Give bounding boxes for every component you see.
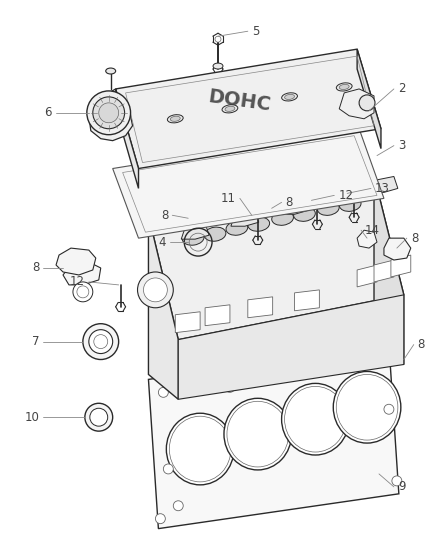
Polygon shape (332, 163, 356, 187)
Ellipse shape (339, 197, 361, 212)
Circle shape (138, 272, 173, 308)
Ellipse shape (318, 201, 339, 215)
Circle shape (384, 350, 394, 360)
Circle shape (392, 476, 402, 486)
Text: 8: 8 (418, 338, 425, 351)
Ellipse shape (336, 83, 352, 91)
Polygon shape (248, 297, 273, 318)
Text: 8: 8 (161, 209, 168, 222)
Circle shape (93, 97, 124, 129)
Ellipse shape (213, 63, 223, 69)
Polygon shape (243, 182, 267, 206)
Polygon shape (205, 305, 230, 326)
Polygon shape (178, 295, 404, 399)
Polygon shape (330, 187, 358, 203)
Polygon shape (148, 215, 178, 399)
Polygon shape (357, 230, 377, 248)
Polygon shape (384, 238, 411, 260)
Polygon shape (203, 192, 227, 216)
Polygon shape (294, 290, 319, 311)
Text: 8: 8 (286, 196, 293, 209)
Text: 7: 7 (32, 335, 39, 348)
Text: 4: 4 (159, 236, 166, 248)
Circle shape (359, 95, 375, 111)
Ellipse shape (282, 383, 349, 455)
Polygon shape (89, 89, 133, 141)
Polygon shape (281, 198, 308, 214)
Polygon shape (231, 211, 259, 226)
Polygon shape (357, 49, 381, 149)
Polygon shape (357, 265, 377, 287)
Text: 5: 5 (252, 25, 259, 38)
Circle shape (90, 408, 108, 426)
Ellipse shape (106, 68, 116, 74)
Polygon shape (391, 255, 411, 277)
Circle shape (270, 369, 279, 379)
Text: 6: 6 (45, 106, 52, 119)
Polygon shape (113, 129, 384, 238)
Ellipse shape (282, 93, 297, 101)
Circle shape (83, 324, 119, 360)
Text: 12: 12 (70, 276, 85, 288)
Ellipse shape (226, 221, 248, 235)
Circle shape (155, 514, 165, 523)
Polygon shape (370, 176, 398, 192)
Text: DOHC: DOHC (207, 87, 272, 115)
Ellipse shape (167, 115, 183, 123)
Ellipse shape (272, 211, 293, 225)
Polygon shape (175, 312, 200, 333)
Polygon shape (148, 175, 404, 340)
Ellipse shape (204, 227, 226, 241)
Polygon shape (374, 260, 394, 282)
Ellipse shape (170, 116, 180, 122)
Circle shape (89, 330, 113, 353)
Ellipse shape (224, 398, 292, 470)
Polygon shape (116, 89, 138, 188)
Circle shape (225, 382, 235, 392)
Text: 8: 8 (32, 262, 39, 274)
Ellipse shape (225, 106, 235, 111)
Text: 3: 3 (398, 139, 405, 152)
Ellipse shape (222, 104, 238, 113)
Circle shape (334, 357, 344, 367)
Text: 14: 14 (365, 224, 380, 237)
Polygon shape (339, 89, 374, 119)
Circle shape (94, 335, 108, 349)
Circle shape (349, 346, 359, 357)
Circle shape (87, 91, 131, 135)
Text: 2: 2 (398, 83, 405, 95)
Text: 12: 12 (338, 189, 353, 202)
Polygon shape (374, 175, 404, 365)
Polygon shape (181, 223, 209, 239)
Ellipse shape (293, 207, 315, 221)
Circle shape (173, 501, 183, 511)
Ellipse shape (339, 84, 349, 90)
Polygon shape (116, 49, 381, 168)
Ellipse shape (285, 94, 294, 100)
Polygon shape (63, 262, 101, 285)
Circle shape (384, 404, 394, 414)
Text: 8: 8 (411, 232, 418, 245)
Circle shape (144, 278, 167, 302)
Ellipse shape (248, 217, 270, 231)
Text: 13: 13 (375, 182, 390, 195)
Text: 11: 11 (221, 192, 236, 205)
Circle shape (159, 387, 168, 397)
Polygon shape (56, 248, 96, 275)
Ellipse shape (182, 231, 204, 245)
Text: 9: 9 (398, 480, 405, 494)
Circle shape (99, 103, 119, 123)
Circle shape (215, 36, 221, 42)
Text: 10: 10 (24, 411, 39, 424)
Ellipse shape (333, 372, 401, 443)
Circle shape (163, 464, 173, 474)
Polygon shape (288, 173, 311, 196)
Circle shape (85, 403, 113, 431)
Circle shape (73, 282, 93, 302)
Circle shape (77, 286, 89, 298)
Ellipse shape (166, 413, 234, 485)
Polygon shape (148, 345, 399, 529)
